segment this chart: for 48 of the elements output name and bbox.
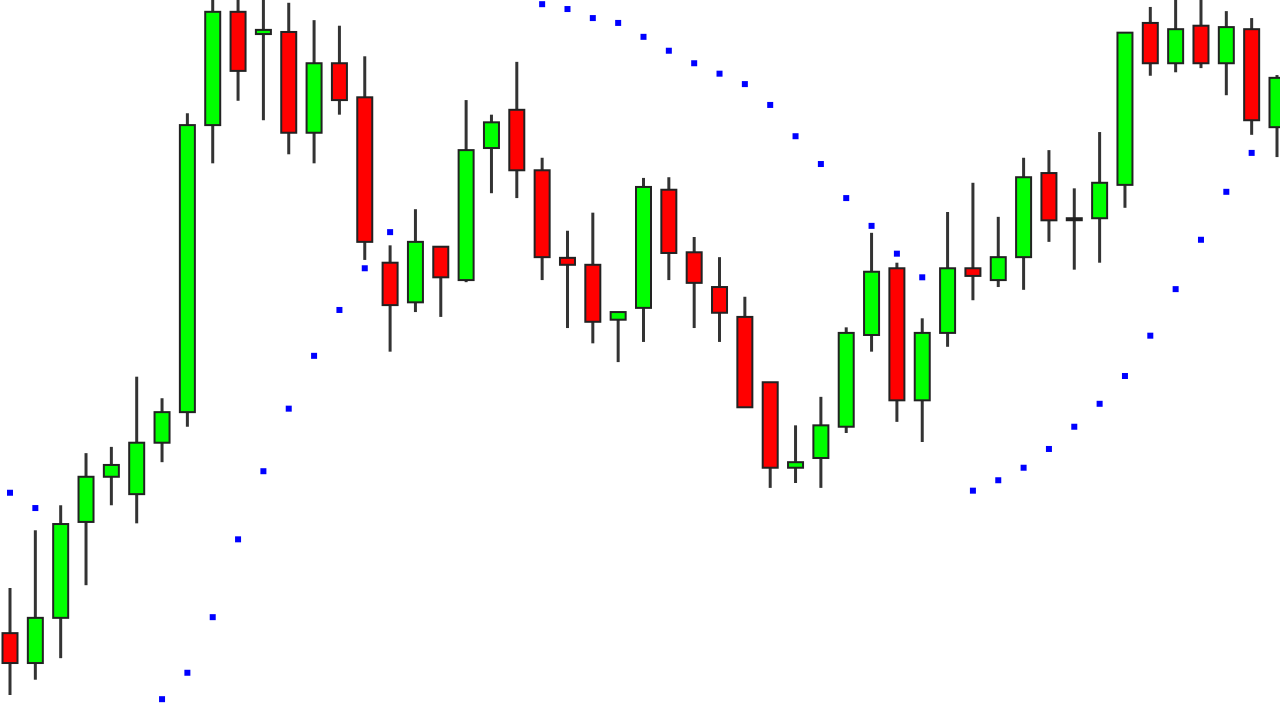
point [285, 405, 292, 412]
point [387, 229, 394, 236]
candlestick [964, 181, 982, 302]
point [995, 477, 1002, 484]
point [260, 468, 267, 475]
point [235, 536, 242, 543]
point [209, 614, 216, 621]
point [716, 70, 723, 77]
point [159, 696, 166, 703]
point [640, 33, 647, 40]
point [1147, 332, 1154, 339]
point [893, 250, 900, 257]
point [767, 101, 774, 108]
point [1045, 445, 1052, 452]
point [564, 6, 571, 13]
point [1096, 400, 1103, 407]
point [843, 195, 850, 202]
candlestick [254, 0, 272, 122]
point [336, 306, 343, 313]
point [665, 47, 672, 54]
candlestick [102, 445, 120, 506]
point [868, 222, 875, 229]
point [311, 352, 318, 359]
point [1197, 236, 1204, 243]
point [792, 133, 799, 140]
candlestick [1065, 188, 1083, 270]
point [184, 669, 191, 676]
candlestick [989, 215, 1007, 289]
point [1071, 423, 1078, 430]
point [32, 505, 39, 512]
point [1248, 149, 1255, 156]
candlestick [787, 425, 805, 484]
point [969, 487, 976, 494]
point [1121, 373, 1128, 379]
point [741, 81, 748, 88]
point [1223, 188, 1230, 195]
point [1020, 464, 1027, 471]
candlestick [558, 230, 576, 330]
point [691, 60, 698, 67]
point [361, 265, 368, 272]
point [589, 15, 596, 22]
point [7, 489, 13, 496]
candlestick [609, 311, 627, 364]
point [1172, 286, 1179, 293]
point [615, 19, 622, 26]
point [539, 1, 546, 8]
point [817, 161, 824, 168]
point [919, 274, 926, 281]
